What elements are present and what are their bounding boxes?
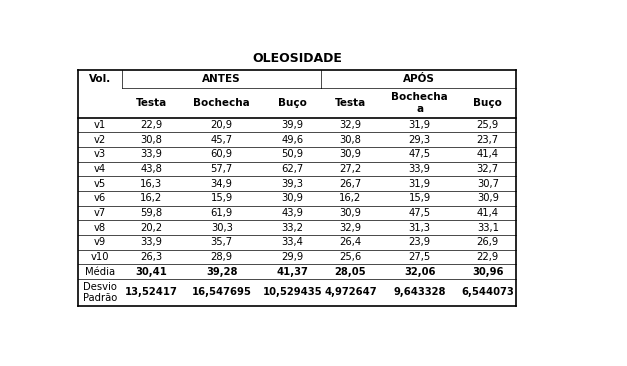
Text: 15,9: 15,9 [409, 193, 431, 203]
Text: 28,05: 28,05 [335, 266, 366, 277]
Text: 27,5: 27,5 [409, 252, 431, 262]
Text: v9: v9 [94, 237, 107, 247]
Text: v5: v5 [94, 179, 107, 189]
Text: Testa: Testa [135, 98, 167, 108]
Text: ANTES: ANTES [203, 74, 241, 84]
Text: 49,6: 49,6 [281, 135, 303, 145]
Text: 16,547695: 16,547695 [192, 287, 251, 297]
Text: 57,7: 57,7 [211, 164, 233, 174]
Text: v8: v8 [94, 223, 107, 233]
Text: 22,9: 22,9 [140, 120, 162, 130]
Text: 23,7: 23,7 [477, 135, 499, 145]
Text: 30,96: 30,96 [472, 266, 503, 277]
Text: 43,9: 43,9 [281, 208, 303, 218]
Text: 30,7: 30,7 [477, 179, 498, 189]
Text: v1: v1 [94, 120, 107, 130]
Text: 29,3: 29,3 [409, 135, 431, 145]
Text: 16,2: 16,2 [339, 193, 362, 203]
Text: 59,8: 59,8 [140, 208, 162, 218]
Text: 25,6: 25,6 [339, 252, 362, 262]
Text: 39,9: 39,9 [281, 120, 303, 130]
Text: Bochecha
a: Bochecha a [391, 92, 448, 114]
Text: 30,9: 30,9 [339, 208, 362, 218]
Text: 26,3: 26,3 [140, 252, 162, 262]
Text: 30,3: 30,3 [211, 223, 233, 233]
Text: 61,9: 61,9 [211, 208, 233, 218]
Text: 10,529435: 10,529435 [262, 287, 322, 297]
Text: 28,9: 28,9 [211, 252, 233, 262]
Text: 39,3: 39,3 [281, 179, 303, 189]
Text: 32,9: 32,9 [339, 223, 362, 233]
Text: 33,4: 33,4 [282, 237, 303, 247]
Text: 33,2: 33,2 [281, 223, 303, 233]
Text: APÓS: APÓS [403, 74, 435, 84]
Text: v10: v10 [91, 252, 110, 262]
Text: Buço: Buço [278, 98, 307, 108]
Text: 41,4: 41,4 [477, 149, 498, 160]
Text: Desvio
Padrão: Desvio Padrão [83, 281, 117, 303]
Text: 20,9: 20,9 [211, 120, 233, 130]
Text: 41,37: 41,37 [277, 266, 308, 277]
Text: 27,2: 27,2 [339, 164, 362, 174]
Text: v2: v2 [94, 135, 107, 145]
Text: 31,9: 31,9 [409, 120, 431, 130]
Text: v7: v7 [94, 208, 107, 218]
Text: 25,9: 25,9 [477, 120, 499, 130]
Text: 47,5: 47,5 [409, 149, 431, 160]
Text: 30,8: 30,8 [340, 135, 361, 145]
Text: 60,9: 60,9 [211, 149, 233, 160]
Text: 32,06: 32,06 [404, 266, 436, 277]
Text: 26,9: 26,9 [477, 237, 499, 247]
Text: 13,52417: 13,52417 [125, 287, 177, 297]
Text: 34,9: 34,9 [211, 179, 233, 189]
Text: Testa: Testa [335, 98, 366, 108]
Text: 35,7: 35,7 [211, 237, 233, 247]
Text: 9,643328: 9,643328 [394, 287, 446, 297]
Text: Bochecha: Bochecha [193, 98, 250, 108]
Text: 16,3: 16,3 [140, 179, 162, 189]
Text: 30,41: 30,41 [135, 266, 167, 277]
Text: Vol.: Vol. [89, 74, 112, 84]
Text: OLEOSIDADE: OLEOSIDADE [252, 52, 342, 65]
Text: 62,7: 62,7 [281, 164, 303, 174]
Text: 15,9: 15,9 [211, 193, 233, 203]
Text: v6: v6 [94, 193, 107, 203]
Text: 4,972647: 4,972647 [324, 287, 377, 297]
Text: 33,9: 33,9 [140, 237, 162, 247]
Text: v4: v4 [94, 164, 107, 174]
Text: 6,544073: 6,544073 [461, 287, 514, 297]
Text: 20,2: 20,2 [140, 223, 162, 233]
Text: Buço: Buço [473, 98, 502, 108]
Text: 30,9: 30,9 [281, 193, 303, 203]
Text: 16,2: 16,2 [140, 193, 162, 203]
Text: 32,7: 32,7 [477, 164, 499, 174]
Text: 30,9: 30,9 [477, 193, 498, 203]
Text: 32,9: 32,9 [339, 120, 362, 130]
Text: 33,9: 33,9 [409, 164, 431, 174]
Text: 41,4: 41,4 [477, 208, 498, 218]
Text: 33,9: 33,9 [140, 149, 162, 160]
Text: 31,9: 31,9 [409, 179, 431, 189]
Text: 31,3: 31,3 [409, 223, 431, 233]
Text: v3: v3 [94, 149, 107, 160]
Text: 33,1: 33,1 [477, 223, 498, 233]
Text: 47,5: 47,5 [409, 208, 431, 218]
Text: 39,28: 39,28 [206, 266, 238, 277]
Text: 23,9: 23,9 [409, 237, 431, 247]
Text: 50,9: 50,9 [281, 149, 303, 160]
Text: Média: Média [85, 266, 115, 277]
Text: 43,8: 43,8 [140, 164, 162, 174]
Text: 29,9: 29,9 [281, 252, 303, 262]
Text: 26,7: 26,7 [339, 179, 362, 189]
Text: 45,7: 45,7 [211, 135, 233, 145]
Text: 26,4: 26,4 [339, 237, 362, 247]
Text: 30,9: 30,9 [339, 149, 362, 160]
Text: 30,8: 30,8 [140, 135, 162, 145]
Text: 22,9: 22,9 [477, 252, 499, 262]
